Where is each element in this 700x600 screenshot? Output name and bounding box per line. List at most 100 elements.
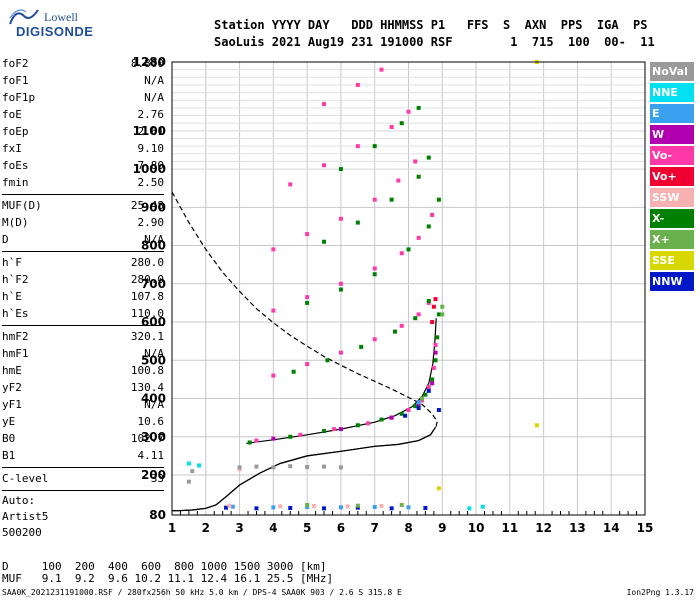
param-label: M(D): [2, 216, 29, 229]
parameters-panel: foF2 8.800 foF1 N/A foF1p N/A foE 2.76 foEp 2.61 f…: [2, 55, 164, 541]
data-point: [305, 295, 310, 300]
param-row: h`E 107.8: [2, 288, 164, 305]
param-value: 7.80: [137, 159, 165, 172]
data-point: [389, 506, 394, 511]
param-row: foF2 8.800: [2, 55, 164, 72]
data-point: [325, 358, 330, 363]
data-point: [271, 505, 276, 510]
data-point: [298, 432, 303, 437]
param-row: h`F 280.0: [2, 254, 164, 271]
header-labels: Station YYYY DAY DDD HHMMSS P1 FFS S AXN…: [214, 18, 648, 32]
data-point: [322, 163, 327, 168]
param-label: foF1: [2, 74, 29, 87]
virtual-height-curve: [172, 426, 437, 512]
data-point: [423, 392, 428, 397]
param-row: MUF(D) 25.48: [2, 197, 164, 214]
data-point: [389, 125, 394, 130]
param-row: h`Es 110.0: [2, 305, 164, 322]
data-point: [237, 465, 242, 470]
param-value: 2.61: [137, 125, 165, 138]
data-point: [440, 304, 445, 309]
data-point: [426, 224, 431, 229]
param-row: foF1 N/A: [2, 72, 164, 89]
data-point: [399, 503, 404, 507]
param-label: foF1p: [2, 91, 36, 104]
param-value: 280.0: [130, 256, 164, 269]
param-value: 2.76: [137, 108, 165, 121]
data-point: [322, 429, 327, 434]
legend-entry: SSW: [650, 188, 694, 207]
legend-entry: X-: [650, 209, 694, 228]
legend-entry: X+: [650, 230, 694, 249]
x-tick-label: 7: [371, 521, 379, 535]
param-label: foEs: [2, 159, 29, 172]
data-point: [413, 159, 418, 164]
virtual-height-curve: [172, 426, 437, 512]
data-point: [426, 299, 431, 304]
data-point: [416, 174, 421, 179]
data-point: [430, 381, 435, 386]
param-row: M(D) 2.90: [2, 214, 164, 231]
data-point: [305, 464, 310, 469]
param-row: foE 2.76: [2, 106, 164, 123]
data-point: [406, 109, 411, 114]
data-point: [372, 197, 377, 202]
data-point: [433, 297, 438, 302]
param-value: N/A: [144, 398, 164, 411]
auto-code: 500200: [2, 526, 42, 539]
legend-entry: SSE: [650, 251, 694, 270]
param-row: hmE 100.8: [2, 362, 164, 379]
data-point: [396, 178, 401, 183]
data-point: [224, 505, 229, 510]
y-tick-label: 600: [141, 315, 166, 329]
param-value: N/A: [144, 347, 164, 360]
data-point: [338, 427, 343, 432]
data-point: [338, 287, 343, 292]
data-point: [372, 505, 377, 509]
data-point: [271, 247, 276, 252]
param-label: MUF(D): [2, 199, 42, 212]
data-point: [416, 105, 421, 110]
data-point: [271, 308, 276, 313]
x-tick-label: 12: [535, 521, 552, 535]
data-point: [338, 167, 343, 172]
data-point: [372, 337, 377, 342]
auto-artist: Artist5: [2, 510, 49, 523]
data-point: [436, 407, 441, 412]
data-point: [399, 121, 404, 126]
param-value: 107.8: [130, 290, 164, 303]
data-point: [322, 102, 327, 107]
data-point: [423, 506, 428, 510]
y-tick-labels: 80 200 300 400 500 600 700 800 900 1000 1100 1280: [133, 55, 166, 522]
data-point: [406, 505, 411, 510]
legend-entry: Vo-: [650, 146, 694, 165]
param-label: hmF2: [2, 330, 29, 343]
data-point: [435, 335, 440, 340]
param-value: 8.800: [130, 57, 164, 70]
divider: [2, 490, 164, 491]
chart-points: [186, 60, 539, 511]
param-value: 102.7: [130, 432, 164, 445]
data-point: [305, 362, 310, 367]
header-values: SaoLuis 2021 Aug19 231 191000 RSF 1 715 …: [214, 35, 655, 49]
param-value: 9.10: [137, 142, 165, 155]
param-label: foE: [2, 108, 22, 121]
data-point: [254, 464, 259, 469]
x-tick-label: 6: [337, 521, 345, 535]
x-tick-label: 15: [637, 521, 654, 535]
y-tick-label: 1280: [133, 55, 166, 69]
data-point: [379, 417, 384, 422]
param-label: hmF1: [2, 347, 29, 360]
data-point: [338, 216, 343, 221]
param-value: 100.8: [130, 364, 164, 377]
param-row: B0 102.7: [2, 430, 164, 447]
x-tick-label: 5: [303, 521, 311, 535]
data-point: [197, 463, 202, 468]
data-point: [420, 396, 425, 401]
x-tick-label: 1: [168, 521, 176, 535]
legend-entry: NoVal: [650, 62, 694, 81]
data-point: [406, 407, 411, 412]
data-point: [322, 464, 327, 469]
x-tick-label: 11: [502, 521, 519, 535]
data-point: [433, 350, 438, 355]
